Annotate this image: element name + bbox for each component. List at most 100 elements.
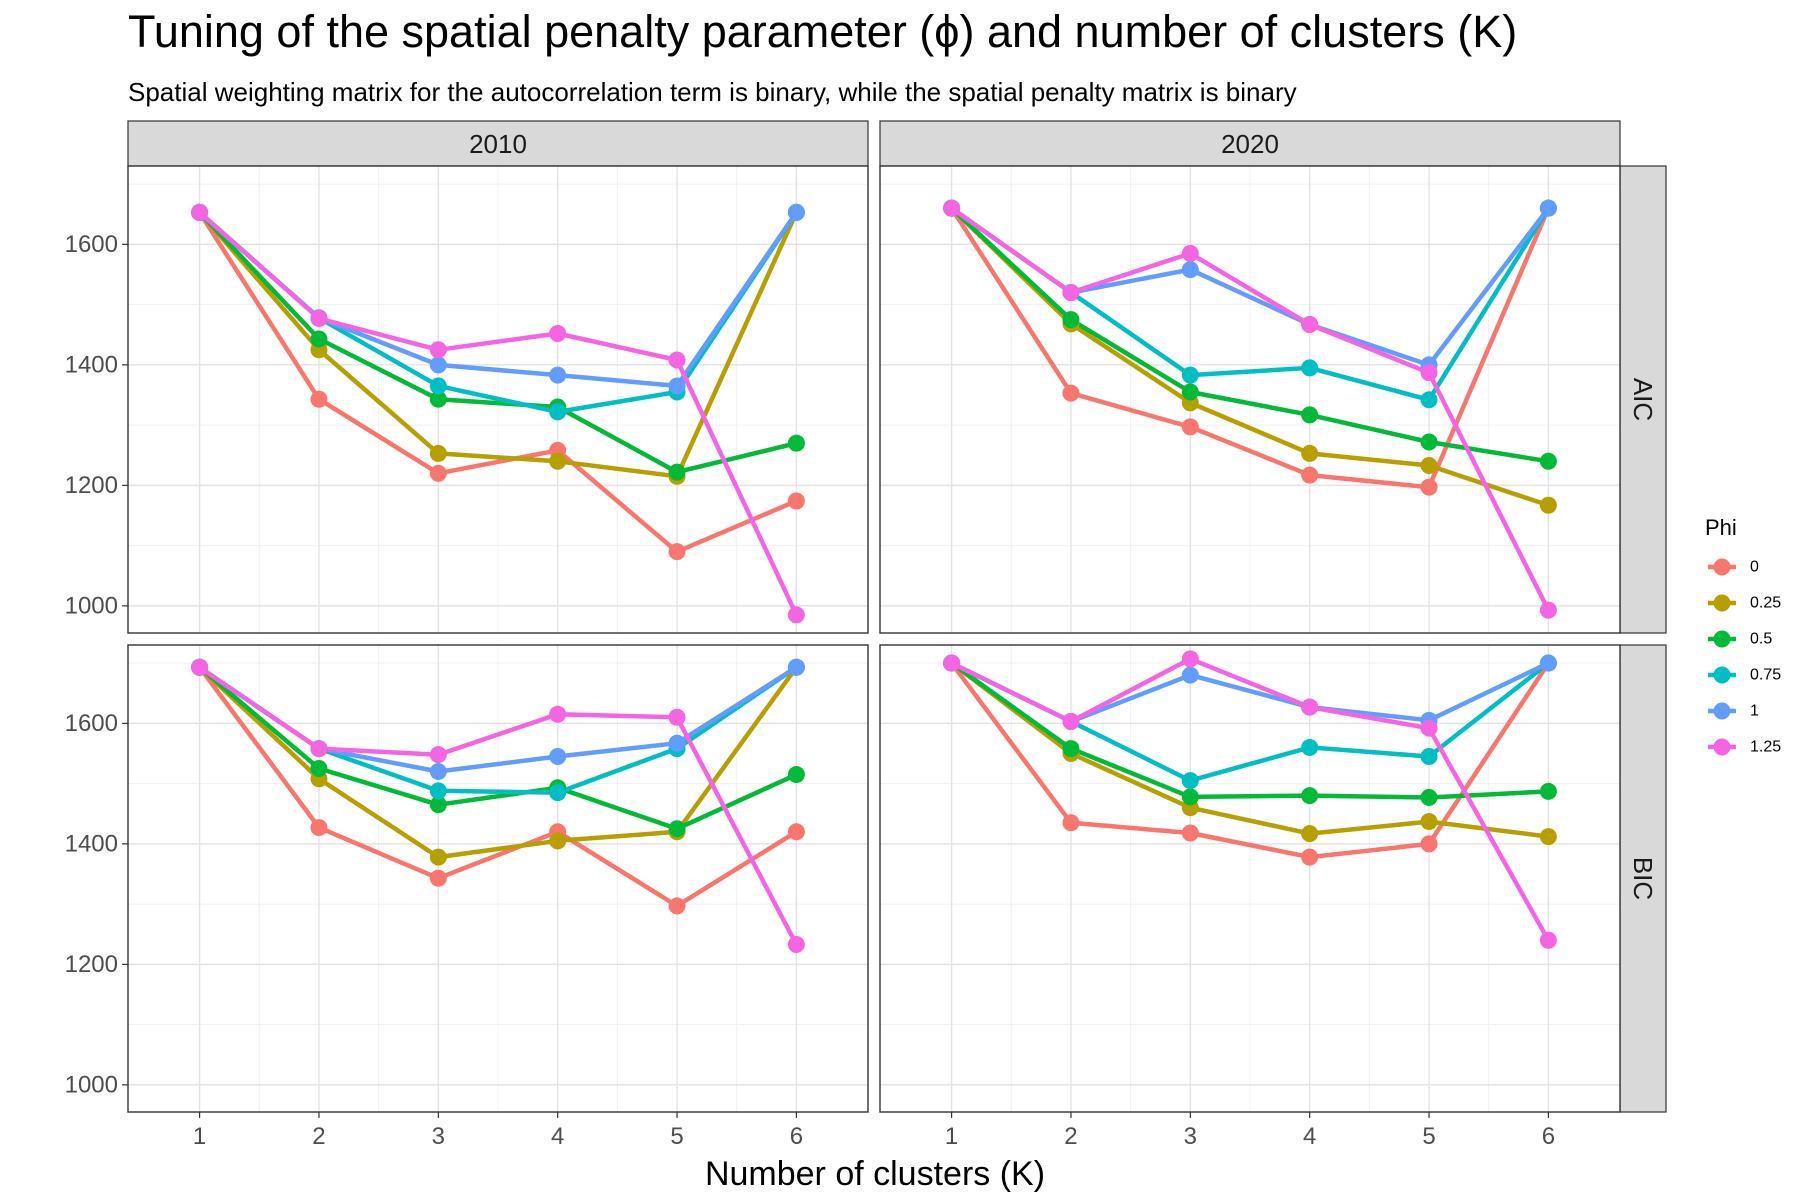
x-axes: 1 2 3 4 5 6 1 2 3 4 5 6 [193, 1112, 1555, 1150]
data-point-phi-0.25 [1539, 496, 1557, 514]
series-line-phi-1.25 [197, 665, 799, 947]
x-tick-label: 4 [551, 1123, 564, 1150]
data-point-phi-0.25 [429, 848, 447, 866]
data-point-phi-1.25 [1181, 650, 1199, 668]
data-point-phi-1.25 [310, 740, 328, 758]
data-point-phi-0 [1062, 814, 1080, 832]
data-point-phi-0 [668, 543, 686, 561]
data-point-phi-0.25 [549, 452, 567, 470]
x-tick-label: 5 [1422, 1123, 1435, 1150]
legend-label: 1.25 [1750, 739, 1781, 756]
legend-item-phi-0.75: 0.75 [1708, 666, 1781, 684]
series-line-phi-0.25 [197, 210, 799, 479]
data-point-phi-1.25 [1062, 284, 1080, 302]
data-point-phi-0 [787, 492, 805, 510]
legend-key-point [1713, 630, 1731, 648]
data-point-phi-1 [668, 734, 686, 752]
data-point-phi-1.25 [943, 654, 961, 672]
data-point-phi-0.5 [1301, 406, 1319, 424]
strip-label-2020: 2020 [1221, 129, 1279, 159]
data-point-phi-1.25 [668, 351, 686, 369]
data-point-phi-0 [1420, 478, 1438, 496]
data-point-phi-0 [1301, 466, 1319, 484]
y-tick-label: 1000 [65, 1071, 118, 1098]
data-point-phi-0.5 [1420, 433, 1438, 451]
x-tick-label: 1 [193, 1123, 206, 1150]
series-line-phi-0 [197, 210, 799, 554]
legend-key-point [1713, 738, 1731, 756]
x-tick-label: 6 [790, 1123, 803, 1150]
y-tick-label: 1400 [65, 830, 118, 857]
data-point-phi-1 [1539, 199, 1557, 217]
data-point-phi-0.25 [549, 832, 567, 850]
data-point-phi-1.25 [787, 606, 805, 624]
panel-2020-AIC [879, 165, 1621, 634]
legend-item-phi-1: 1 [1708, 702, 1759, 720]
data-point-phi-1 [787, 203, 805, 221]
data-point-phi-0 [1181, 824, 1199, 842]
series-line-phi-0.25 [949, 660, 1551, 839]
x-tick-label: 1 [945, 1123, 958, 1150]
strip-2020 [879, 120, 1621, 167]
panel-2020-BIC [879, 644, 1621, 1113]
data-point-phi-1.25 [429, 341, 447, 359]
legend-key-point [1713, 666, 1731, 684]
data-point-phi-0.5 [1181, 788, 1199, 806]
data-point-phi-0.5 [1539, 452, 1557, 470]
data-point-phi-0 [787, 823, 805, 841]
data-point-phi-0.5 [1301, 787, 1319, 805]
data-point-phi-1.25 [1301, 315, 1319, 333]
legend-key-point [1713, 594, 1731, 612]
series-line-phi-1.25 [949, 656, 1551, 943]
data-point-phi-1.25 [429, 746, 447, 764]
data-point-phi-0.5 [1181, 383, 1199, 401]
panels: 2010 2020 AIC BIC 1000 1200 1400 1600 1000 1200 14… [65, 120, 1667, 1113]
data-point-phi-0.75 [1301, 738, 1319, 756]
series-line-phi-1.25 [949, 205, 1551, 613]
x-tick-label: 3 [1184, 1123, 1197, 1150]
data-point-phi-0.75 [1420, 747, 1438, 765]
data-point-phi-1.25 [549, 705, 567, 723]
legend-title: Phi [1705, 515, 1737, 540]
series-line-phi-0.5 [197, 665, 799, 832]
strip-BIC [1619, 644, 1667, 1113]
data-point-phi-0.5 [1539, 782, 1557, 800]
data-point-phi-0.5 [668, 820, 686, 838]
data-point-phi-1.25 [1539, 931, 1557, 949]
data-point-phi-1.25 [1420, 719, 1438, 737]
x-tick-label: 2 [1064, 1123, 1077, 1150]
panel-border [127, 644, 869, 1113]
strip-label-BIC: BIC [1628, 857, 1658, 900]
data-point-phi-0.5 [429, 796, 447, 814]
strip-AIC [1619, 165, 1667, 634]
data-point-phi-1 [549, 366, 567, 384]
data-point-phi-1 [1181, 261, 1199, 279]
data-point-phi-0.75 [429, 782, 447, 800]
x-tick-label: 5 [670, 1123, 683, 1150]
data-point-phi-0.25 [1301, 825, 1319, 843]
chart-subtitle: Spatial weighting matrix for the autocor… [128, 77, 1297, 107]
data-point-phi-0.5 [429, 390, 447, 408]
y-tick-label: 1200 [65, 951, 118, 978]
series-line-phi-0 [197, 665, 799, 909]
data-point-phi-0 [1181, 418, 1199, 436]
data-point-phi-0 [1062, 384, 1080, 402]
data-point-phi-1 [1181, 666, 1199, 684]
legend: Phi 0 0.25 0.5 0.75 1 1.25 [1705, 515, 1781, 756]
data-point-phi-1.25 [1301, 698, 1319, 716]
panel-2010-BIC [127, 644, 869, 1113]
legend-label: 0.25 [1750, 595, 1781, 612]
x-tick-label: 4 [1303, 1123, 1316, 1150]
series-line-phi-0 [949, 660, 1551, 860]
data-point-phi-0.5 [1062, 740, 1080, 758]
y-tick-label: 1400 [65, 351, 118, 378]
data-point-phi-0.5 [310, 330, 328, 348]
data-point-phi-1.25 [191, 203, 209, 221]
y-tick-label: 1000 [65, 592, 118, 619]
data-point-phi-1 [787, 658, 805, 676]
data-point-phi-0.5 [310, 760, 328, 778]
y-tick-label: 1600 [65, 231, 118, 258]
data-point-phi-1 [429, 763, 447, 781]
legend-label: 1 [1750, 703, 1759, 720]
